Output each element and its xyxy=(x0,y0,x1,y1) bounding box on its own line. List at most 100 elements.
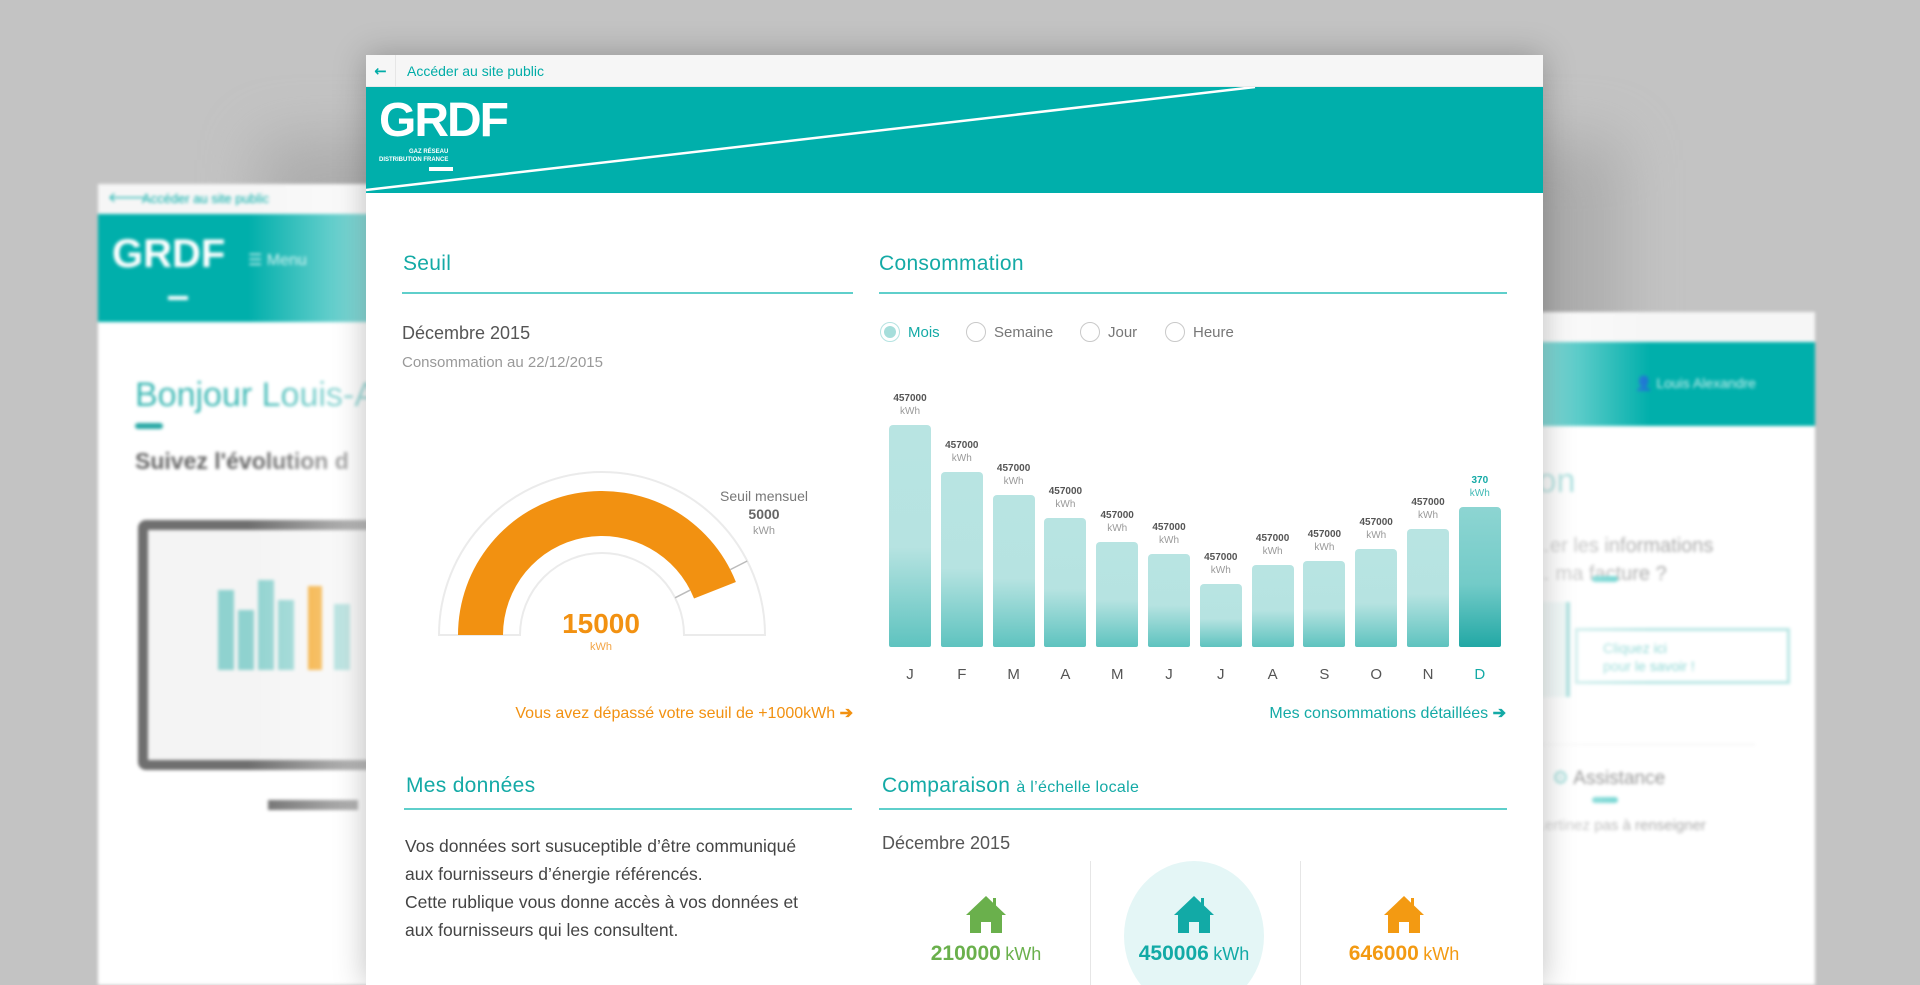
radio-circle[interactable] xyxy=(966,322,986,342)
comparison-item: 646000 kWh xyxy=(1299,893,1509,966)
divider xyxy=(1300,861,1301,985)
bar-value-label: 457000 xyxy=(945,439,979,451)
bar-unit-label: kWh xyxy=(1159,534,1179,546)
threshold-gauge xyxy=(437,471,767,636)
bar-6[interactable] xyxy=(1199,584,1242,647)
bar-2[interactable] xyxy=(992,494,1035,647)
threshold-label: Seuil mensuel xyxy=(720,488,808,504)
arrow-left-icon: 🡐 xyxy=(108,190,146,206)
seuil-period: Décembre 2015 xyxy=(402,323,531,343)
bar-value-label: 457000 xyxy=(1048,486,1083,498)
logo-tagline-2: DISTRIBUTION FRANCE xyxy=(379,157,449,163)
bar-3[interactable] xyxy=(1044,518,1087,647)
threshold-tick-outer xyxy=(729,560,748,571)
background-screen-right: 👤 Louis Alexandre ion …er les informatio… xyxy=(1530,312,1815,985)
bar-5[interactable] xyxy=(1148,553,1190,647)
radio-mois[interactable]: Mois xyxy=(880,322,940,342)
text-line: aux fournisseurs d’énergie référencés. xyxy=(405,864,703,884)
house-icon xyxy=(966,896,1006,933)
radio-semaine[interactable]: Semaine xyxy=(966,322,1053,342)
logo-tagline-1: GAZ RÉSEAU xyxy=(409,149,449,155)
arrow-left-icon[interactable]: ← xyxy=(366,55,396,87)
month-label: N xyxy=(1422,666,1434,683)
comparison-item: 450006 kWh xyxy=(1089,893,1299,966)
month-label: O xyxy=(1370,666,1383,683)
mes-donnees-divider xyxy=(404,808,852,810)
radio-label: Jour xyxy=(1108,323,1138,341)
bar-value-label: 457000 xyxy=(1152,521,1186,533)
bar-value-label: 457000 xyxy=(1359,516,1393,528)
radio-circle[interactable] xyxy=(1165,322,1185,342)
arrow-right-icon: ➔ xyxy=(839,705,853,722)
grdf-logo[interactable]: GRDF GAZ RÉSEAU DISTRIBUTION FRANCE xyxy=(379,94,519,179)
comparaison-period: Décembre 2015 xyxy=(882,833,1011,853)
bar-9[interactable] xyxy=(1355,548,1398,647)
month-label: D xyxy=(1474,666,1486,683)
bar-unit-label: kWh xyxy=(1366,529,1387,541)
fade-overlay xyxy=(248,184,378,985)
comparaison-title: Comparaison à l’échelle locale xyxy=(882,774,1139,798)
bar-11[interactable] xyxy=(1458,507,1501,647)
text-line: Vos données sort susuceptible d’être com… xyxy=(405,836,797,856)
gauge-unit: kWh xyxy=(590,641,612,653)
gauge-value: 15000 xyxy=(562,608,640,639)
seuil-date: Consommation au 22/12/2015 xyxy=(402,354,603,371)
bar-unit-label: kWh xyxy=(1314,542,1335,554)
radio-jour[interactable]: Jour xyxy=(1080,322,1137,342)
bar-value-label: 457000 xyxy=(1100,509,1134,521)
house-icon xyxy=(1384,896,1424,933)
mes-donnees-text: Vos données sort susuceptible d’être com… xyxy=(405,832,798,944)
logo-text: GRDF xyxy=(379,94,509,147)
comparison-item: 210000 kWh xyxy=(881,893,1091,966)
highlight-circle xyxy=(1124,861,1264,985)
logo-bar xyxy=(168,296,188,300)
bar-1[interactable] xyxy=(940,471,983,647)
menu-icon: ☰ xyxy=(248,252,267,269)
month-label: F xyxy=(957,666,967,683)
seuil-divider xyxy=(402,292,853,294)
comparison-unit: kWh xyxy=(1213,944,1250,964)
back-to-public-site-link[interactable]: Accéder au site public xyxy=(407,63,544,79)
detailed-consumption-link[interactable]: Mes consommations détaillées ➔ xyxy=(966,703,1506,723)
threshold-exceeded-link[interactable]: Vous avez dépassé votre seuil de +1000kW… xyxy=(426,703,853,723)
top-bar: ← Accéder au site public xyxy=(366,55,1543,87)
bar-8[interactable] xyxy=(1303,561,1346,647)
threshold-exceeded-text: Vous avez dépassé votre seuil de +1000kW… xyxy=(515,705,836,722)
bar-7[interactable] xyxy=(1251,564,1294,647)
text-line: Cette rublique vous donne accès à vos do… xyxy=(405,892,799,912)
bg-left-logo: GRDF xyxy=(112,232,226,276)
radio-heure[interactable]: Heure xyxy=(1165,322,1234,342)
consumption-bar-chart: 457000 kWh J 457000 kWh F 457000 kWh M 457000 kWh A… xyxy=(366,55,1543,755)
bar-value-label: 457000 xyxy=(1255,532,1290,544)
threshold-value: 5000 xyxy=(748,506,780,522)
fade-overlay xyxy=(1530,312,1650,985)
bar-10[interactable] xyxy=(1407,529,1449,647)
mes-donnees-title: Mes données xyxy=(406,774,536,797)
bar-4[interactable] xyxy=(1096,541,1139,647)
bar-unit-label: kWh xyxy=(1469,488,1490,500)
radio-label: Mois xyxy=(908,323,940,341)
menu-label: Menu xyxy=(266,252,307,269)
threshold-tick-inner xyxy=(674,589,691,599)
bg-right-assistance: ⚙ Assistance xyxy=(1552,767,1665,790)
bar-unit-label: kWh xyxy=(1003,475,1024,487)
bar-unit-label: kWh xyxy=(1418,510,1438,522)
bar-value-label: 457000 xyxy=(1204,552,1238,564)
assistance-label: Assistance xyxy=(1573,768,1666,789)
underline-accent xyxy=(135,423,163,429)
text-line: aux fournisseurs qui les consultent. xyxy=(405,920,679,940)
radio-circle[interactable] xyxy=(880,322,900,342)
bg-left-back-link: Accéder au site public xyxy=(142,191,270,206)
comparaison-title-suffix: à l’échelle locale xyxy=(1016,779,1140,796)
threshold-unit: kWh xyxy=(753,525,775,537)
month-label: J xyxy=(1217,666,1225,683)
bar-0[interactable] xyxy=(889,425,931,647)
comparison-value: 210000 xyxy=(930,942,1001,965)
main-screen: ← Accéder au site public GRDF GAZ RÉSEAU… xyxy=(366,55,1543,985)
bar-value-label: 457000 xyxy=(996,462,1031,474)
comparison-unit: kWh xyxy=(1005,944,1042,964)
header-banner: GRDF GAZ RÉSEAU DISTRIBUTION FRANCE xyxy=(366,87,1543,193)
comparison-value: 646000 xyxy=(1348,942,1419,965)
radio-circle[interactable] xyxy=(1080,322,1100,342)
logo-bar xyxy=(429,167,453,171)
